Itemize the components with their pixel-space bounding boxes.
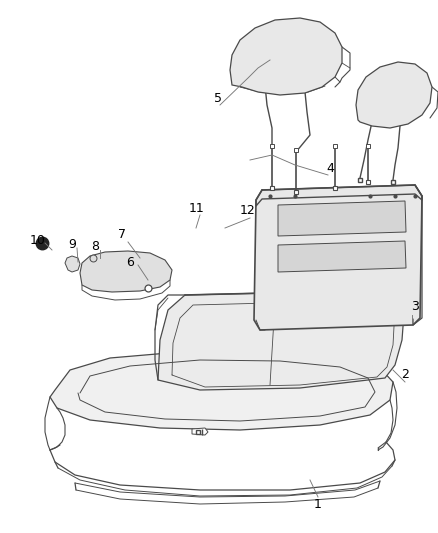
Polygon shape bbox=[158, 290, 405, 390]
Text: 8: 8 bbox=[91, 240, 99, 254]
Text: 5: 5 bbox=[214, 92, 222, 104]
Text: 7: 7 bbox=[118, 229, 126, 241]
Polygon shape bbox=[80, 251, 172, 292]
Text: 2: 2 bbox=[401, 368, 409, 382]
Text: 1: 1 bbox=[314, 498, 322, 512]
Polygon shape bbox=[192, 428, 208, 435]
Text: 9: 9 bbox=[68, 238, 76, 251]
Text: 12: 12 bbox=[240, 205, 256, 217]
Polygon shape bbox=[278, 201, 406, 236]
Polygon shape bbox=[254, 185, 422, 330]
Text: 3: 3 bbox=[411, 301, 419, 313]
Polygon shape bbox=[278, 241, 406, 272]
Text: 10: 10 bbox=[30, 233, 46, 246]
Text: 6: 6 bbox=[126, 255, 134, 269]
Text: 4: 4 bbox=[326, 161, 334, 174]
Text: 11: 11 bbox=[189, 201, 205, 214]
Polygon shape bbox=[50, 352, 393, 430]
Polygon shape bbox=[65, 256, 80, 272]
Polygon shape bbox=[230, 18, 342, 95]
Polygon shape bbox=[356, 62, 432, 128]
